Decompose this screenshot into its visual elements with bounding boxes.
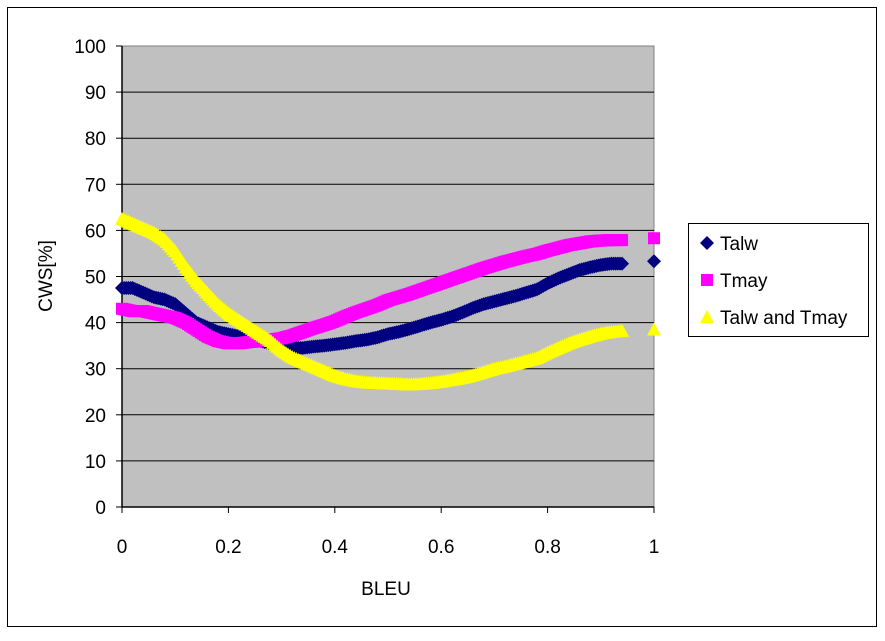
y-tick-label: 30 xyxy=(85,360,106,381)
legend: Talw Tmay Talw and Tmay xyxy=(688,223,869,337)
x-tick-label: 0.4 xyxy=(322,537,349,558)
y-tick-label: 10 xyxy=(85,452,106,473)
series-1 xyxy=(116,232,660,350)
x-axis-label: BLEU xyxy=(361,579,411,600)
x-tick-label: 1 xyxy=(649,537,660,558)
y-tick-label: 40 xyxy=(85,314,106,335)
series-2 xyxy=(115,211,661,391)
legend-label: Talw xyxy=(720,234,758,255)
y-tick-label: 100 xyxy=(74,37,106,58)
data-point xyxy=(616,234,629,247)
legend-marker xyxy=(700,310,714,323)
y-tick-label: 70 xyxy=(85,175,106,196)
y-tick-label: 50 xyxy=(85,268,106,289)
legend-box xyxy=(688,223,869,337)
x-tick-label: 0.8 xyxy=(534,537,560,558)
y-tick-label: 0 xyxy=(95,498,106,519)
data-point xyxy=(647,322,661,336)
x-tick-label: 0.2 xyxy=(215,537,241,558)
data-point xyxy=(615,323,630,337)
data-point xyxy=(648,232,660,245)
y-tick-label: 80 xyxy=(85,129,106,150)
data-point xyxy=(615,256,630,271)
legend-marker xyxy=(700,236,714,250)
legend-marker xyxy=(701,274,713,286)
y-tick-label: 20 xyxy=(85,406,106,427)
x-tick-label: 0.6 xyxy=(428,537,454,558)
y-axis-label: CWS[%] xyxy=(36,240,57,312)
legend-label: Talw and Tmay xyxy=(720,308,848,329)
legend-label: Tmay xyxy=(720,271,768,292)
y-tick-label: 60 xyxy=(85,221,106,242)
y-tick-label: 90 xyxy=(85,83,106,104)
data-marks xyxy=(115,211,661,391)
data-point xyxy=(647,254,661,269)
axes: 0 10 20 30 40 50 60 70 80 90 100 0 0.2 0.4 0.6 0.8 1 xyxy=(74,37,659,558)
x-tick-label: 0 xyxy=(117,537,128,558)
